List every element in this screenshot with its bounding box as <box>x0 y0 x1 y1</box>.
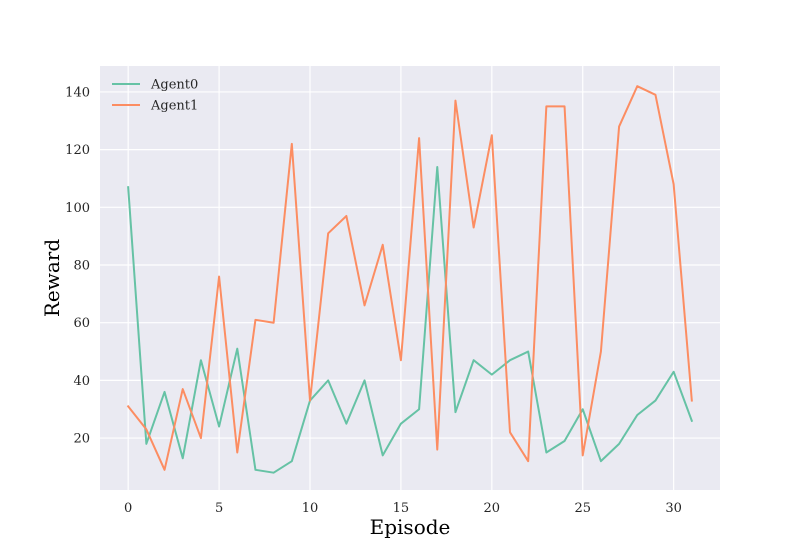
x-axis-ticks: 0 5 10 15 20 25 30 <box>124 501 682 516</box>
y-tick-label: 100 <box>65 201 90 216</box>
series-line-agent1 <box>126 85 693 471</box>
series-layer <box>126 85 694 474</box>
x-tick-label: 0 <box>124 501 132 516</box>
plot-background <box>100 66 720 490</box>
legend-label: Agent0 <box>150 78 198 93</box>
y-tick-label: 20 <box>73 432 90 447</box>
x-axis-label: Episode <box>370 515 451 539</box>
y-tick-label: 120 <box>65 143 90 158</box>
y-axis-label: Reward <box>40 239 64 317</box>
x-tick-label: 5 <box>215 501 223 516</box>
y-tick-label: 80 <box>73 259 90 274</box>
series-line-agent0 <box>127 165 694 474</box>
x-tick-label: 20 <box>484 501 501 516</box>
x-tick-label: 30 <box>665 501 682 516</box>
y-tick-label: 60 <box>73 316 90 331</box>
x-tick-label: 10 <box>302 501 319 516</box>
legend: Agent0 Agent1 <box>112 78 198 114</box>
x-tick-label: 25 <box>574 501 591 516</box>
y-axis-ticks: 20 40 60 80 100 120 140 <box>65 85 90 446</box>
x-tick-label: 15 <box>393 501 410 516</box>
y-tick-label: 40 <box>73 374 90 389</box>
y-tick-label: 140 <box>65 85 90 100</box>
legend-label: Agent1 <box>150 99 198 114</box>
